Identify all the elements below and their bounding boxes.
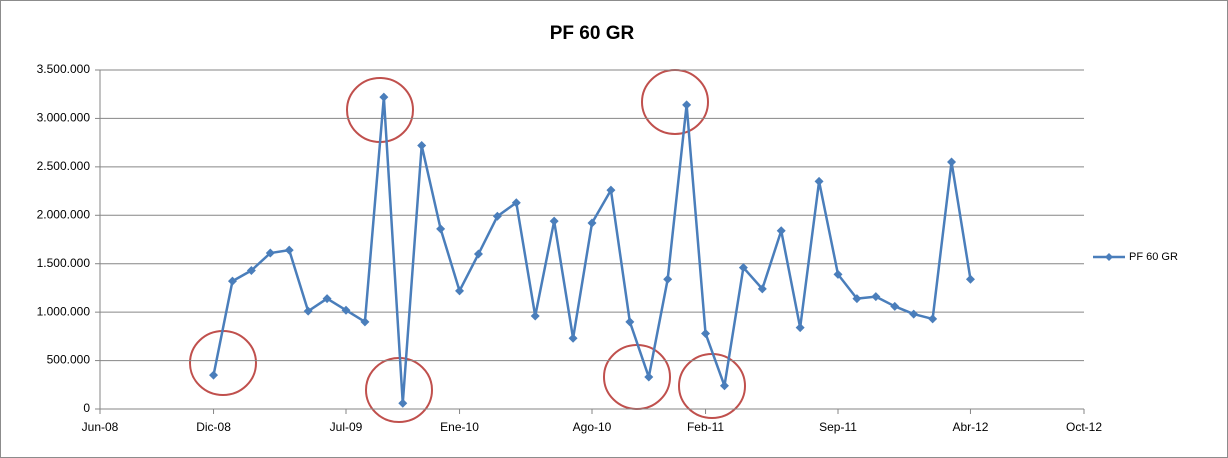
data-point [436,224,446,234]
data-point [625,317,635,327]
data-point [303,306,313,316]
y-tick-label: 1.000.000 [37,304,91,318]
x-tick-label: Dic-08 [196,420,231,434]
x-tick-label: Jun-08 [82,420,119,434]
y-tick-label: 3.000.000 [37,111,91,125]
legend-marker [1105,253,1113,261]
data-point [644,372,654,382]
data-point [587,218,597,228]
data-point [814,176,824,186]
data-point [246,265,256,275]
data-point [719,381,729,391]
x-tick-label: Oct-12 [1066,420,1102,434]
y-tick-label: 500.000 [47,353,91,367]
data-point [852,294,862,304]
data-point [530,311,540,321]
data-point [455,286,465,296]
data-point [833,269,843,279]
data-point [606,185,616,195]
data-point [738,263,748,273]
data-point [890,301,900,311]
y-tick-label: 0 [83,401,90,415]
x-tick-label: Jul-09 [330,420,363,434]
data-point [909,309,919,319]
data-point [965,274,975,284]
data-point [928,314,938,324]
data-point [473,249,483,259]
y-tick-label: 1.500.000 [37,256,91,270]
data-point [871,292,881,302]
data-point [284,245,294,255]
x-tick-label: Feb-11 [687,420,724,434]
data-point [265,248,275,258]
data-point [209,370,219,380]
data-point [341,305,351,315]
x-tick-label: Abr-12 [952,420,988,434]
data-point [776,226,786,236]
data-point [663,274,673,284]
x-tick-label: Ene-10 [440,420,479,434]
legend-label: PF 60 GR [1129,251,1178,263]
data-point [682,100,692,110]
data-point [379,92,389,102]
data-point [947,157,957,167]
data-point [398,398,408,408]
x-tick-label: Ago-10 [573,420,612,434]
y-tick-label: 2.500.000 [37,159,91,173]
data-point [795,323,805,333]
data-point [492,211,502,221]
data-point [549,216,559,226]
data-point [417,141,427,151]
x-tick-label: Sep-11 [819,420,857,434]
data-point [227,276,237,286]
chart-title: PF 60 GR [550,23,635,44]
data-point [757,284,767,294]
data-point [360,317,370,327]
data-point [322,294,332,304]
y-tick-label: 2.000.000 [37,207,91,221]
y-tick-label: 3.500.000 [37,62,91,76]
data-point [511,198,521,208]
data-point [701,328,711,338]
data-point [568,333,578,343]
